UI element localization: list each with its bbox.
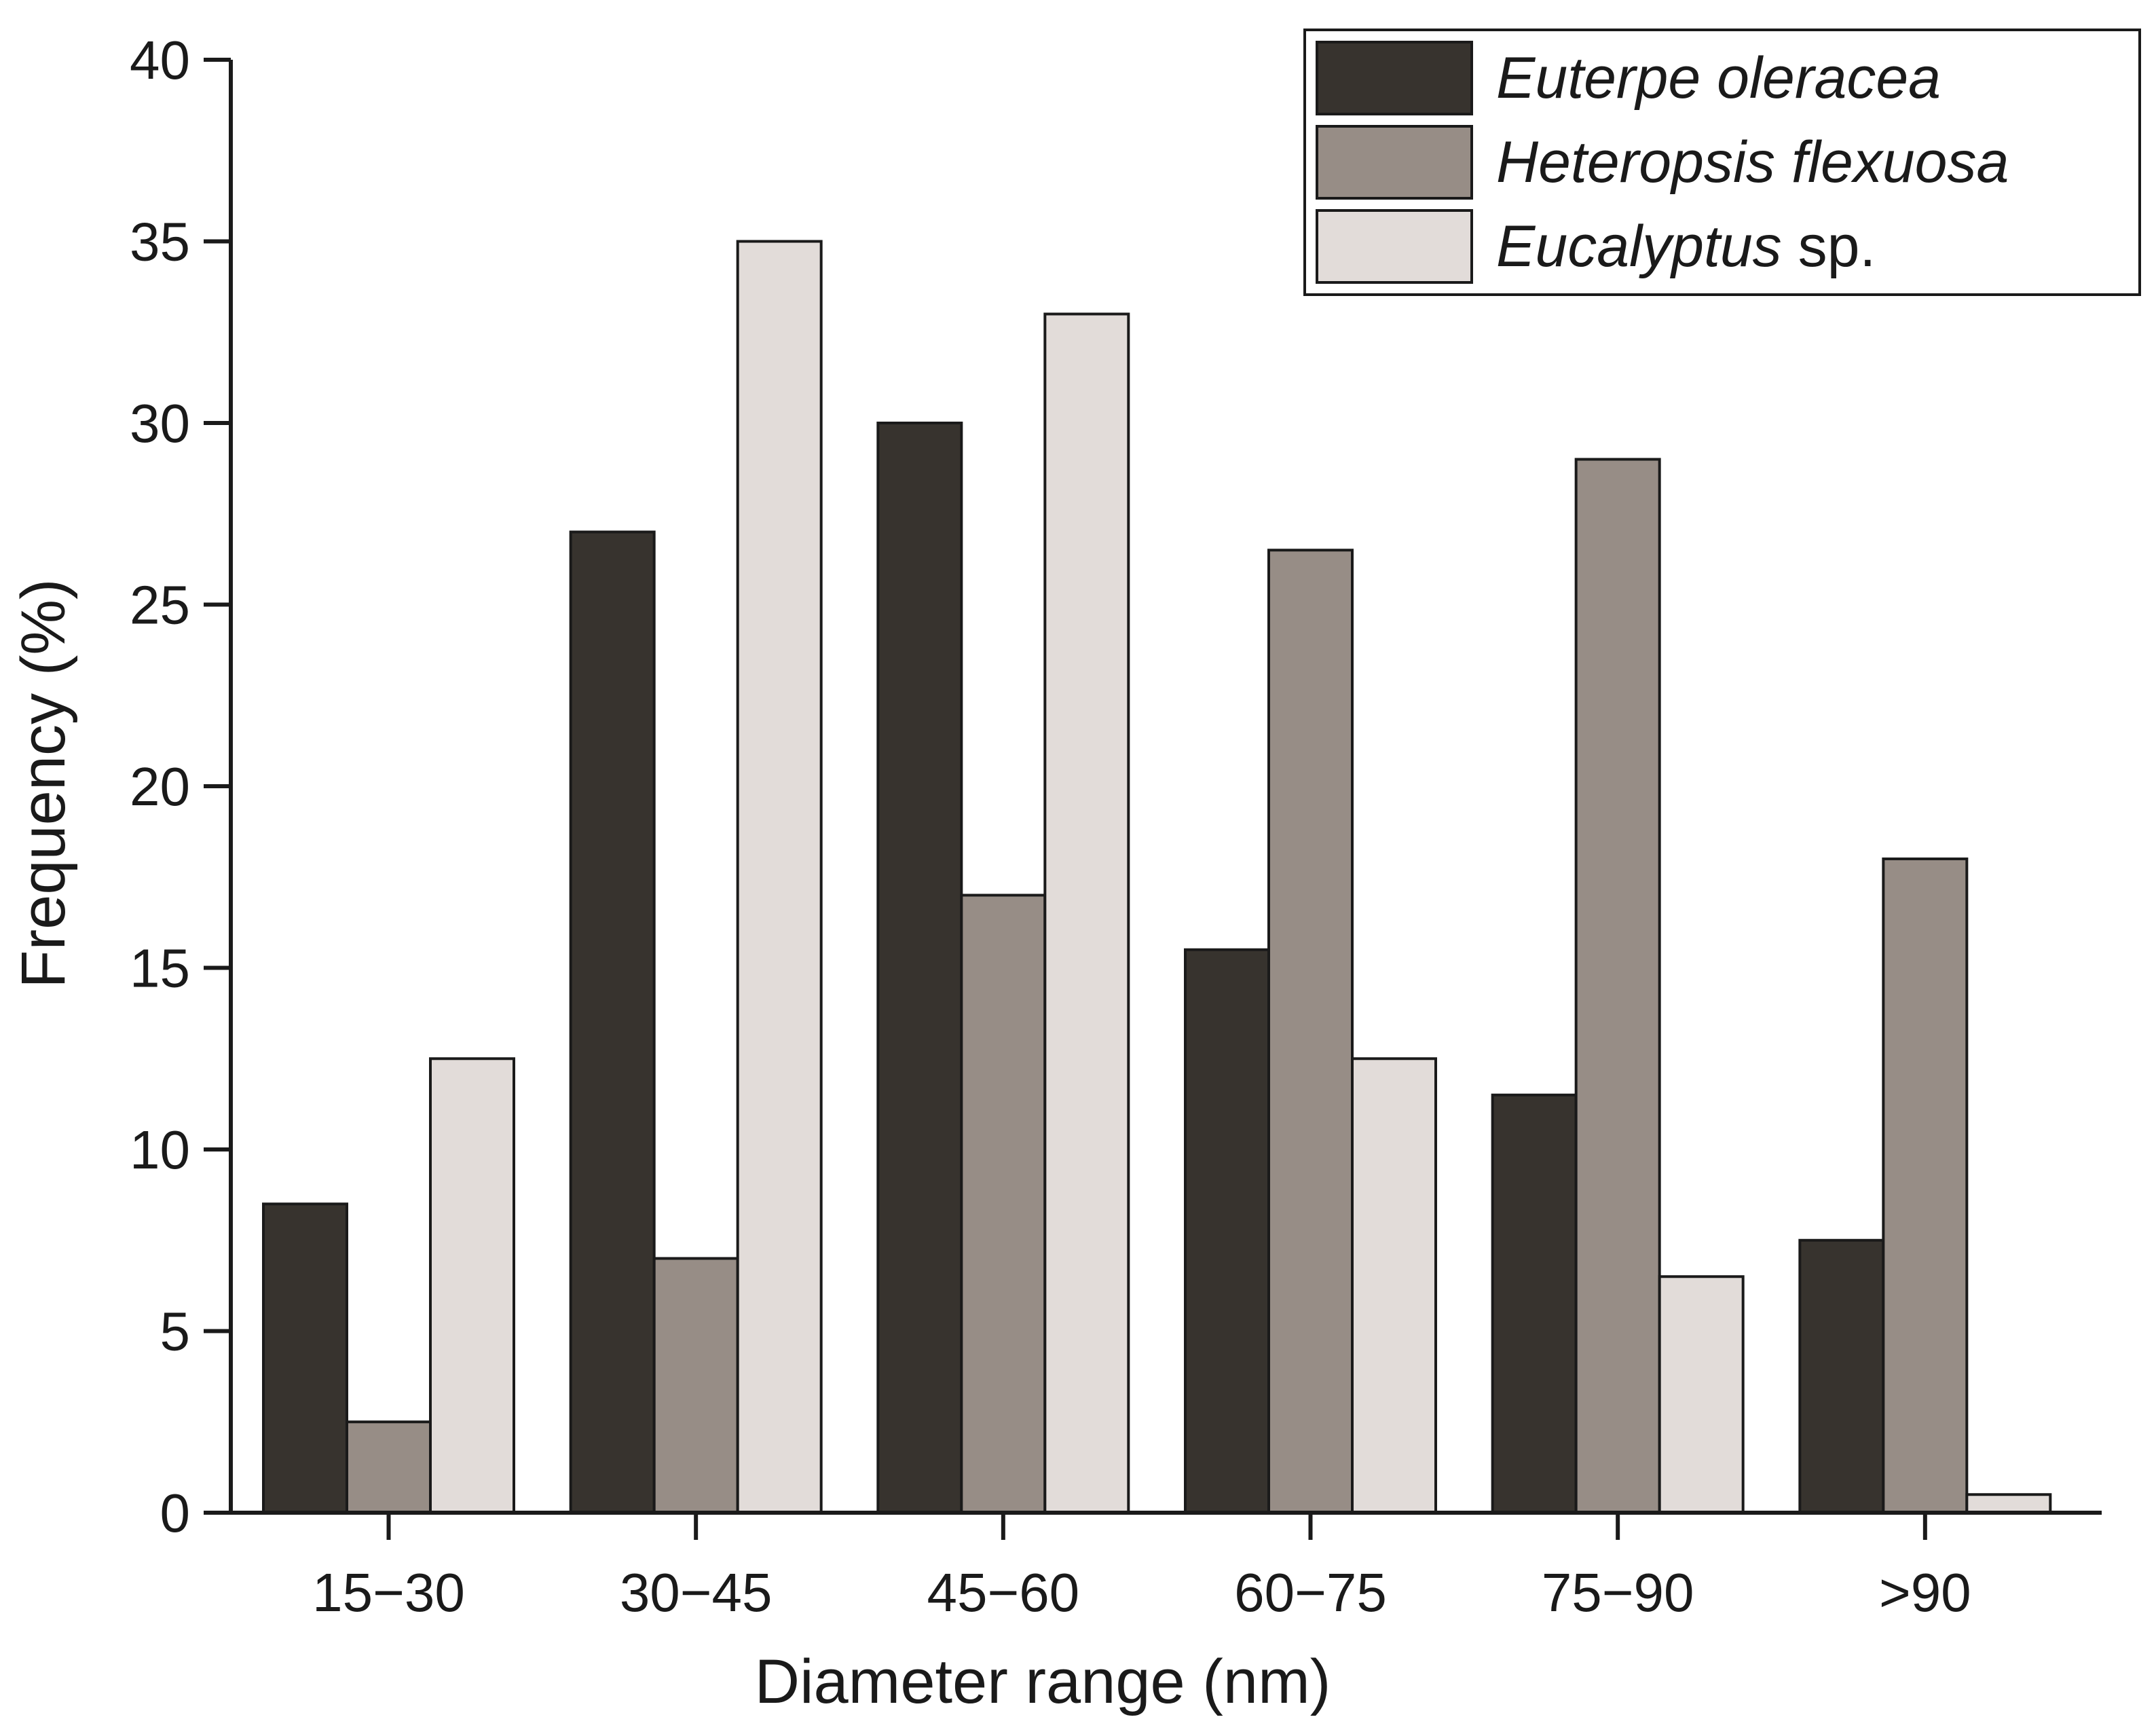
bar: [262, 1202, 348, 1514]
y-tick-label: 0: [160, 1483, 191, 1543]
legend-swatch: [1316, 41, 1473, 115]
y-axis-title: Frequency (%): [9, 578, 78, 988]
bar: [569, 530, 656, 1514]
y-tick-label: 20: [130, 756, 190, 817]
bar: [652, 1257, 739, 1514]
bar: [429, 1057, 515, 1514]
bar: [1043, 312, 1130, 1514]
y-tick-label: 40: [130, 30, 190, 90]
bar: [736, 240, 823, 1514]
bar: [1882, 858, 1969, 1514]
x-tick-label: 60−75: [1234, 1562, 1387, 1623]
bar: [1184, 948, 1270, 1514]
x-tick-label: 15−30: [312, 1562, 465, 1623]
y-ticks: 0 5 10 15 20 25 30 35 40: [130, 30, 231, 1543]
legend-label-species: Eucalyptus: [1496, 214, 1782, 279]
y-tick-label: 15: [130, 938, 190, 999]
bar: [876, 422, 963, 1514]
bar: [1798, 1238, 1885, 1514]
y-tick-label: 35: [130, 212, 190, 272]
y-tick-label: 30: [130, 393, 190, 454]
x-tick-label: 30−45: [620, 1562, 773, 1623]
legend-swatch: [1316, 125, 1473, 200]
y-tick-label: 10: [130, 1120, 190, 1180]
bar: [1574, 458, 1661, 1514]
bar: [1658, 1275, 1745, 1514]
legend-label: Eucalyptus sp.: [1496, 214, 1876, 279]
bar: [1267, 549, 1354, 1514]
x-tick-label: 75−90: [1542, 1562, 1694, 1623]
y-tick-label: 5: [160, 1302, 191, 1362]
legend: Euterpe oleracea Heteropsis flexuosa Eucal…: [1303, 29, 2141, 296]
bar: [1351, 1057, 1437, 1514]
legend-label-suffix: sp.: [1782, 214, 1876, 279]
x-axis-title: Diameter range (nm): [755, 1647, 1331, 1716]
legend-label-species: Euterpe oleracea: [1496, 45, 1941, 111]
bar: [1491, 1093, 1578, 1514]
bar: [1965, 1493, 2052, 1514]
x-ticks: 15−30 30−45 45−60 60−75 75−90 >90: [312, 1513, 1971, 1623]
legend-items: Euterpe oleracea Heteropsis flexuosa Eucal…: [1316, 41, 2009, 284]
bars-layer: [262, 240, 2052, 1514]
legend-label-species: Heteropsis flexuosa: [1496, 130, 2009, 195]
bar: [960, 893, 1047, 1514]
legend-label: Euterpe oleracea: [1496, 45, 1941, 111]
bar: [346, 1420, 432, 1514]
y-tick-label: 25: [130, 575, 190, 635]
legend-swatch: [1316, 209, 1473, 284]
x-tick-label: 45−60: [927, 1562, 1079, 1623]
legend-label: Heteropsis flexuosa: [1496, 130, 2009, 195]
x-tick-label: >90: [1879, 1562, 1971, 1623]
